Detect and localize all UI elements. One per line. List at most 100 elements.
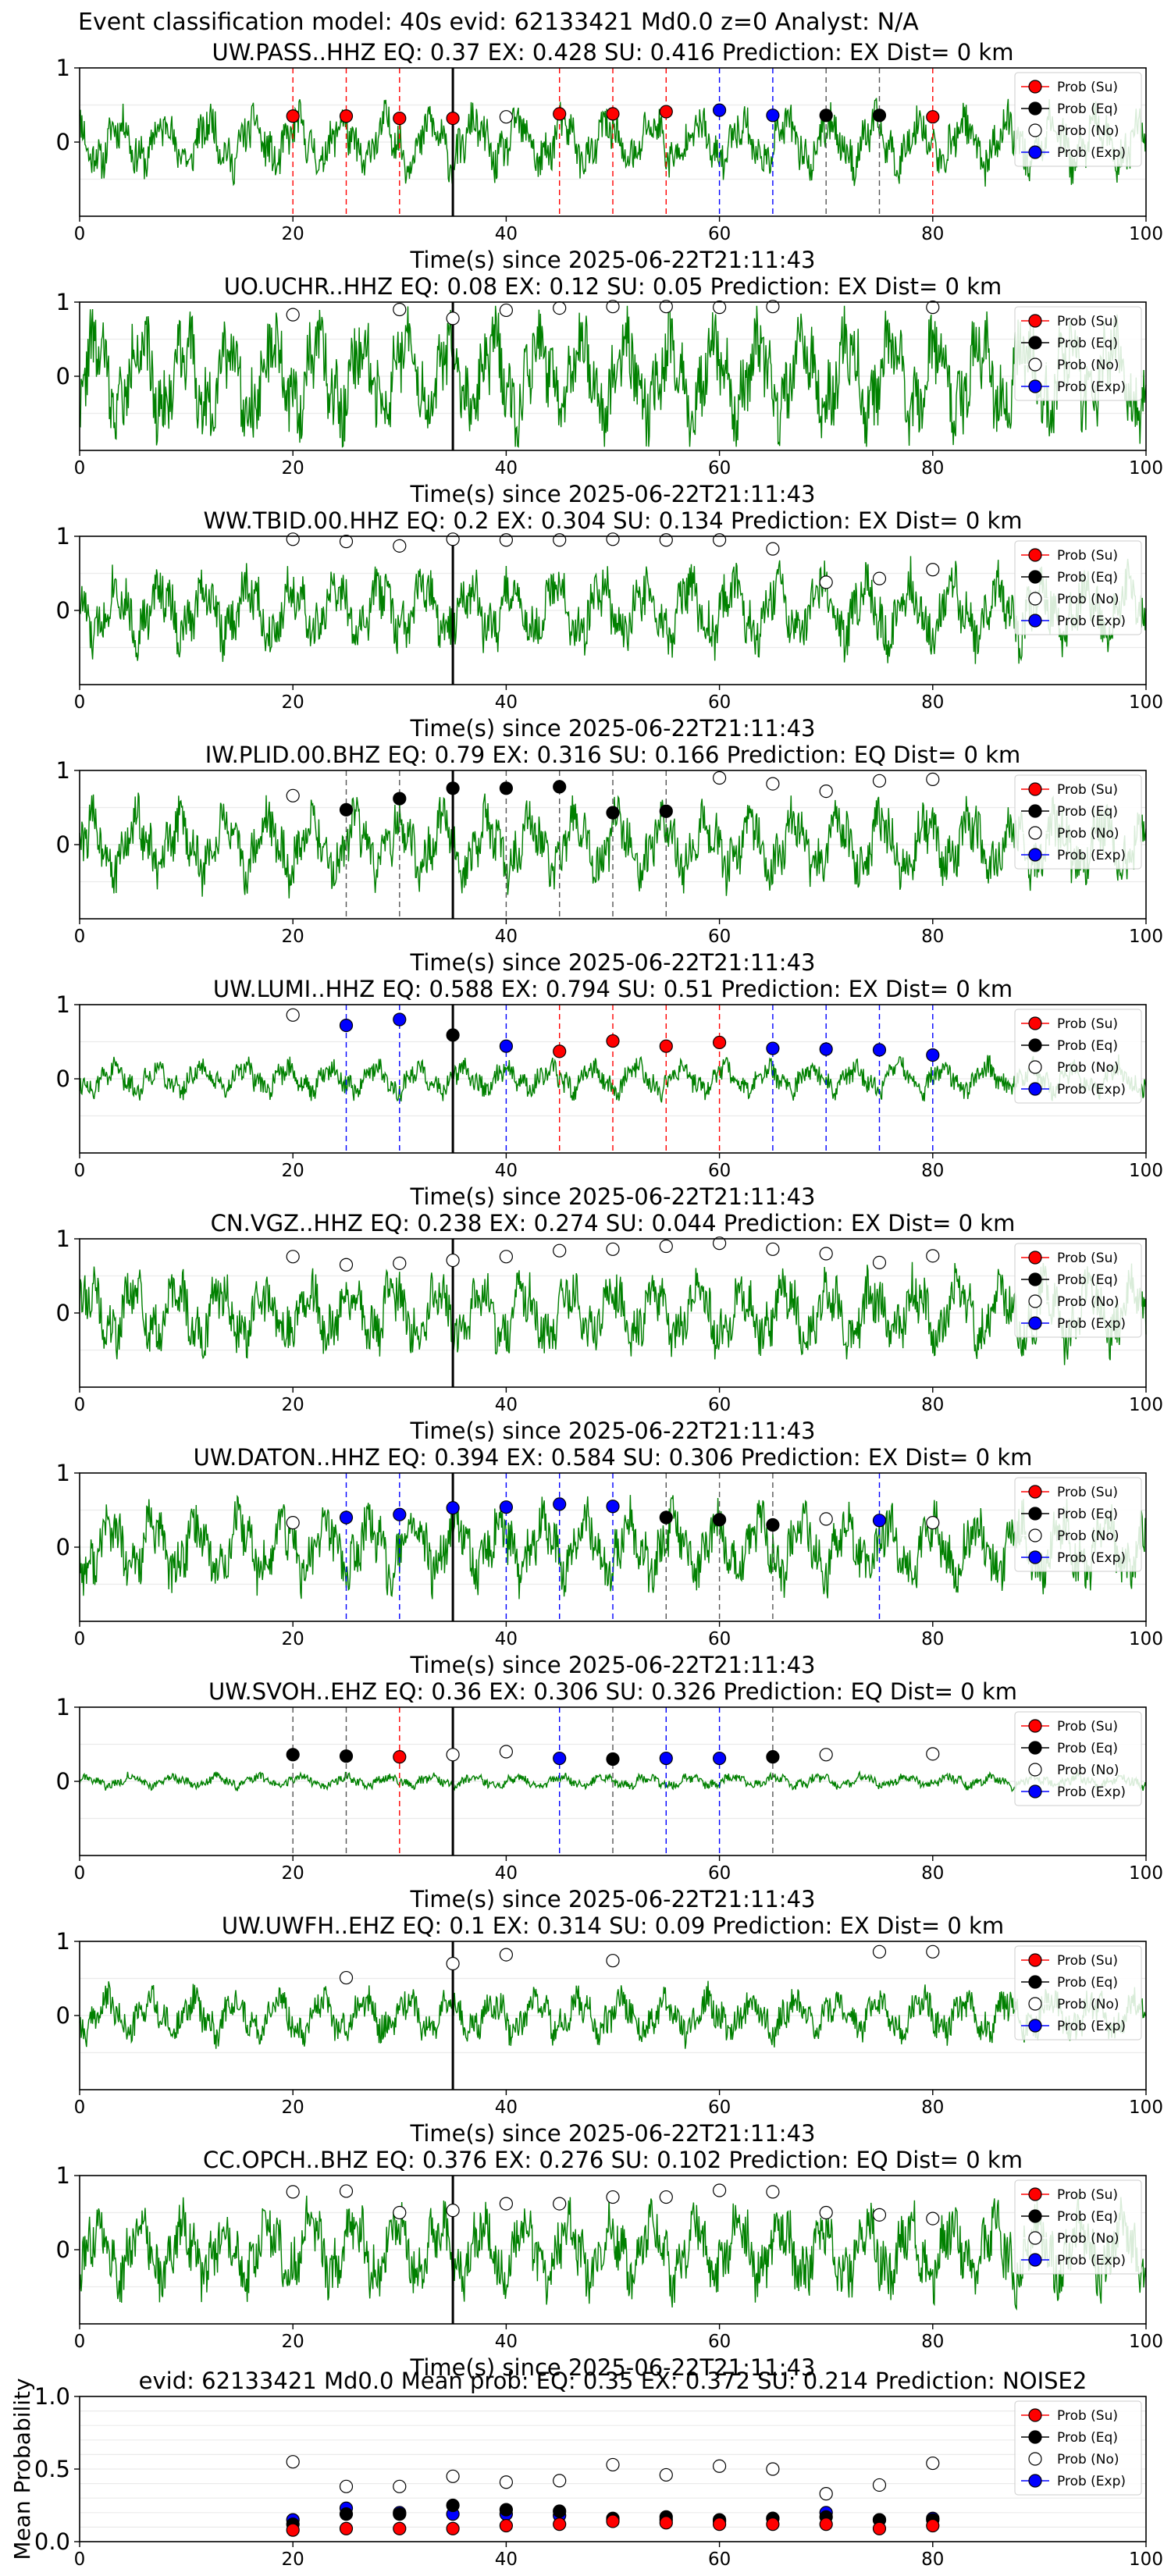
panel-title: UW.DATON..HHZ EQ: 0.394 EX: 0.584 SU: 0.… <box>194 1444 1033 1471</box>
prob-point-su <box>606 107 620 121</box>
x-tick-label: 80 <box>921 1161 944 1181</box>
legend-label: Prob (Exp) <box>1057 1082 1126 1098</box>
x-tick-label: 20 <box>282 1863 304 1884</box>
prob-point-no <box>286 1250 300 1264</box>
y-tick-label: 0 <box>56 129 70 155</box>
mean-prob-point-su <box>606 2514 620 2528</box>
prob-point-no <box>712 2183 727 2197</box>
prob-point-no <box>766 2185 780 2199</box>
prob-point-no <box>286 788 300 802</box>
legend-label: Prob (No) <box>1057 592 1119 607</box>
legend-marker-su <box>1028 2408 1042 2422</box>
prob-point-no <box>286 2185 300 2199</box>
prob-point-no <box>926 1516 940 1530</box>
legend-label: Prob (Su) <box>1057 1953 1118 1969</box>
x-tick-label: 100 <box>1129 2549 1163 2570</box>
legend-box <box>1014 1243 1142 1338</box>
mean-prob-point-eq <box>446 2498 460 2513</box>
legend-label: Prob (No) <box>1057 826 1119 841</box>
y-tick-label: 0.0 <box>34 2528 70 2555</box>
y-tick-label: 0 <box>56 363 70 390</box>
prob-point-eq <box>819 109 833 123</box>
prob-point-no <box>286 1008 300 1022</box>
prob-point-eq <box>712 1513 727 1527</box>
y-tick-label: 1 <box>56 757 70 784</box>
x-axis-label: Time(s) since 2025-06-22T21:11:43 <box>410 2120 816 2147</box>
legend-box <box>1014 774 1142 870</box>
legend-box <box>1014 1477 1142 1572</box>
legend-box <box>1014 2179 1142 2275</box>
x-axis-label: Time(s) since 2025-06-22T21:11:43 <box>410 2354 816 2381</box>
prob-point-eq <box>766 1517 780 1532</box>
x-tick-label: 80 <box>921 1629 944 1649</box>
x-tick-label: 40 <box>495 2097 518 2118</box>
prob-point-no <box>712 1236 727 1251</box>
legend-label: Prob (Exp) <box>1057 1316 1126 1332</box>
legend-marker-no <box>1028 1997 1042 2011</box>
prob-point-no <box>926 301 940 315</box>
x-tick-label: 0 <box>74 1863 86 1884</box>
prob-point-no <box>553 1244 567 1258</box>
mean-prob-point-su <box>819 2517 833 2532</box>
panel-title: UW.LUMI..HHZ EQ: 0.588 EX: 0.794 SU: 0.5… <box>213 976 1013 1002</box>
legend-label: Prob (Su) <box>1057 1016 1118 1032</box>
x-tick-label: 60 <box>708 1161 731 1181</box>
x-tick-label: 100 <box>1129 224 1163 244</box>
legend-box <box>1014 306 1142 401</box>
y-tick-label: 0 <box>56 2002 70 2029</box>
legend-marker-su <box>1028 1719 1042 1733</box>
x-tick-label: 40 <box>495 2549 518 2570</box>
x-tick-label: 0 <box>74 1629 86 1649</box>
legend-marker-eq <box>1028 2430 1042 2444</box>
mean-prob-point-eq <box>339 2507 354 2521</box>
prob-point-eq <box>659 804 673 818</box>
legend-label: Prob (Eq) <box>1057 1975 1118 1991</box>
mean-prob-point-no <box>553 2474 567 2488</box>
x-tick-label: 20 <box>282 1629 304 1649</box>
x-tick-label: 100 <box>1129 692 1163 713</box>
legend-label: Prob (Exp) <box>1057 2253 1126 2268</box>
legend-label: Prob (No) <box>1057 1763 1119 1778</box>
legend-marker-exp <box>1028 2474 1042 2488</box>
legend-marker-no <box>1028 826 1042 840</box>
legend-label: Prob (Exp) <box>1057 2019 1126 2034</box>
legend-marker-su <box>1028 80 1042 94</box>
legend-label: Prob (No) <box>1057 1294 1119 1310</box>
legend-marker-exp <box>1028 1550 1042 1564</box>
waveform-trace <box>79 1770 1147 1793</box>
prob-point-no <box>393 1256 407 1270</box>
y-tick-label: 1 <box>56 1928 70 1955</box>
legend-label: Prob (No) <box>1057 1060 1119 1076</box>
prob-point-exp <box>393 1012 407 1026</box>
prob-point-no <box>819 1512 833 1526</box>
prob-point-eq <box>766 1750 780 1764</box>
prob-point-no <box>286 532 300 546</box>
prob-point-exp <box>872 1043 887 1057</box>
mean-prob-point-eq <box>499 2503 514 2517</box>
prob-point-no <box>446 532 460 546</box>
legend-marker-su <box>1028 782 1042 796</box>
prob-point-eq <box>286 1748 300 1762</box>
legend: Prob (Su) Prob (Eq) Prob (No) Prob (Exp) <box>1014 1009 1142 1104</box>
panel-title: CC.OPCH..BHZ EQ: 0.376 EX: 0.276 SU: 0.1… <box>203 2147 1023 2173</box>
prob-point-exp <box>712 1751 727 1766</box>
legend-label: Prob (Eq) <box>1057 570 1118 585</box>
prob-point-no <box>712 301 727 315</box>
legend: Prob (Su) Prob (Eq) Prob (No) Prob (Exp) <box>1014 540 1142 635</box>
legend-label: Prob (Su) <box>1057 314 1118 329</box>
legend-label: Prob (Eq) <box>1057 336 1118 351</box>
prob-point-no <box>553 301 567 315</box>
x-tick-label: 40 <box>495 2332 518 2352</box>
x-axis-label: Time(s) since 2025-06-22T21:11:43 <box>410 1886 816 1912</box>
prob-point-no <box>872 2208 887 2222</box>
prob-point-exp <box>339 1018 354 1033</box>
x-tick-label: 0 <box>74 2097 86 2118</box>
x-tick-label: 0 <box>74 2332 86 2352</box>
panel-2: WW.TBID.00.HHZ EQ: 0.2 EX: 0.304 SU: 0.1… <box>56 507 1163 742</box>
prob-point-eq <box>606 806 620 820</box>
prob-point-no <box>393 2205 407 2220</box>
y-tick-label: 0 <box>56 1768 70 1795</box>
y-tick-label: 0 <box>56 1066 70 1092</box>
mean-prob-point-su <box>499 2518 514 2533</box>
prob-point-su <box>553 1044 567 1059</box>
